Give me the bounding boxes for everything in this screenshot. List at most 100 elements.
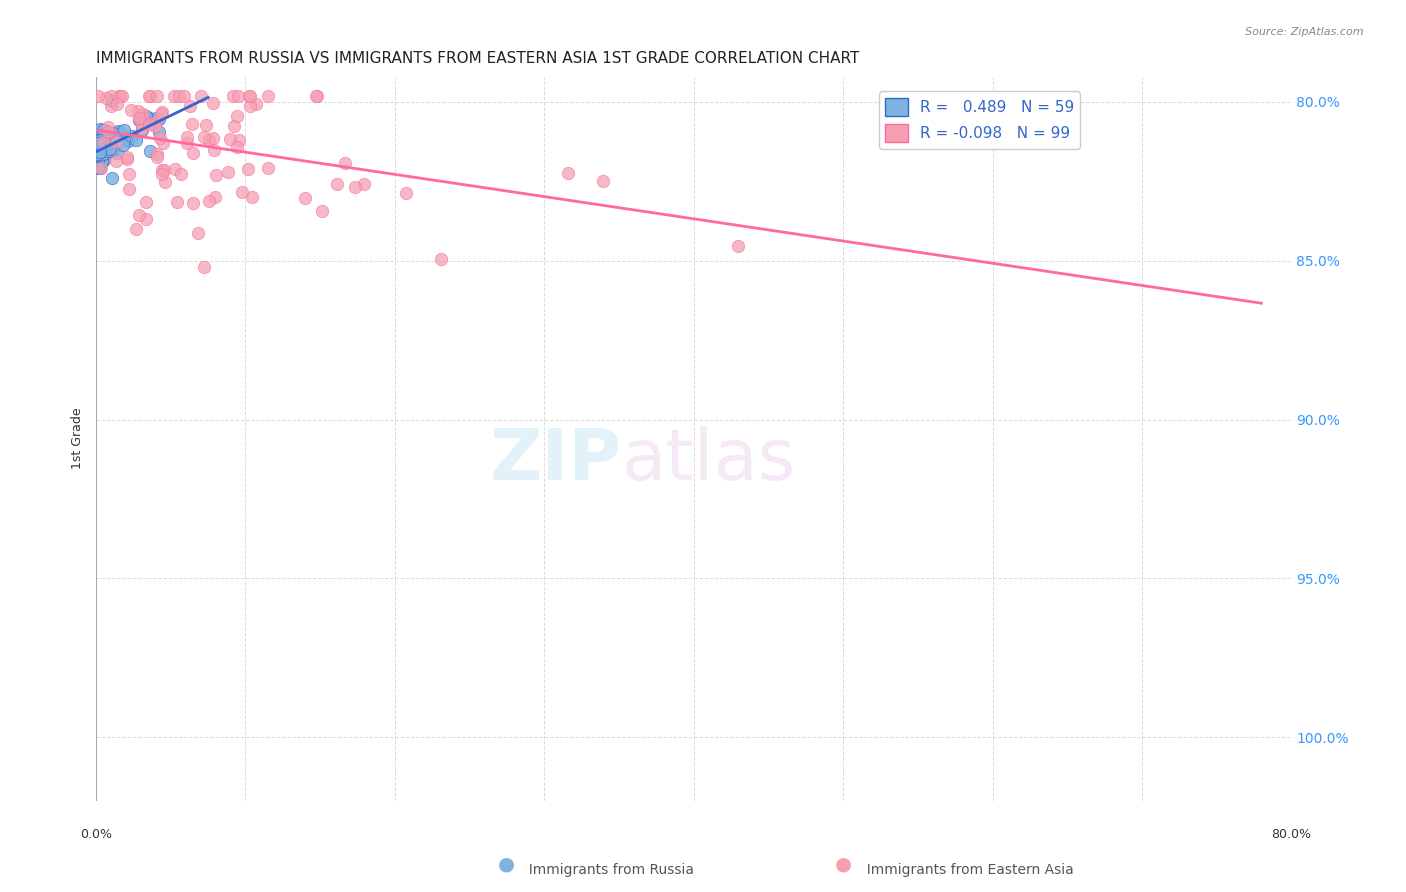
Point	[145, 147, 167, 161]
Point	[257, 88, 280, 103]
Point	[105, 145, 128, 160]
Point	[90, 161, 112, 176]
Point	[138, 112, 160, 126]
Point	[89, 133, 111, 147]
Point	[145, 150, 167, 164]
Point	[127, 103, 149, 118]
Point	[430, 252, 453, 266]
Point	[89, 142, 111, 156]
Point	[325, 177, 347, 191]
Point	[195, 118, 218, 132]
Point	[131, 118, 153, 132]
Point	[93, 135, 115, 149]
Point	[236, 161, 259, 176]
Point	[181, 146, 204, 161]
Point	[86, 136, 108, 151]
Point	[202, 143, 225, 157]
Point	[87, 153, 110, 167]
Point	[129, 115, 152, 129]
Point	[93, 141, 115, 155]
Point	[204, 190, 226, 204]
Y-axis label: 1st Grade: 1st Grade	[72, 408, 84, 469]
Point	[190, 88, 212, 103]
Point	[166, 195, 188, 210]
Point	[96, 124, 118, 138]
Point	[240, 190, 263, 204]
Point	[96, 127, 118, 141]
Point	[152, 136, 174, 151]
Point	[305, 88, 328, 103]
Point	[121, 128, 143, 143]
Point	[163, 88, 186, 103]
Point	[181, 196, 204, 211]
Point	[257, 161, 280, 176]
Point	[173, 88, 195, 103]
Point	[118, 181, 141, 195]
Point	[117, 134, 139, 148]
Point	[131, 122, 153, 136]
Point	[217, 164, 239, 178]
Point	[101, 170, 124, 185]
Point	[353, 178, 375, 192]
Point	[150, 163, 173, 178]
Point	[114, 132, 136, 146]
Point	[202, 131, 225, 145]
Point	[97, 144, 120, 158]
Point	[108, 88, 131, 103]
Text: 0.0%: 0.0%	[80, 829, 112, 841]
Point	[150, 167, 173, 181]
Point	[89, 128, 111, 142]
Point	[97, 125, 120, 139]
Point	[128, 113, 150, 128]
Point	[153, 176, 176, 190]
Point	[226, 88, 249, 103]
Point	[198, 133, 221, 147]
Point	[727, 239, 749, 253]
Point	[87, 88, 110, 103]
Point	[86, 160, 108, 174]
Point	[149, 107, 172, 121]
Point	[153, 162, 176, 177]
Point	[108, 88, 131, 103]
Point	[104, 153, 127, 168]
Point	[149, 130, 172, 145]
Point	[395, 186, 418, 200]
Point	[101, 142, 124, 156]
Point	[125, 132, 148, 146]
Point	[112, 123, 135, 137]
Point	[93, 153, 115, 167]
Point	[138, 88, 160, 103]
Point	[115, 150, 138, 164]
Point	[91, 123, 114, 137]
Point	[135, 109, 157, 123]
Point	[333, 156, 356, 170]
Point	[239, 88, 262, 103]
Point	[91, 143, 114, 157]
Point	[111, 88, 134, 103]
Point	[125, 221, 148, 235]
Point	[105, 97, 128, 112]
Point	[104, 135, 127, 149]
Text: ●: ●	[835, 855, 852, 873]
Point	[146, 88, 169, 103]
Text: ●: ●	[498, 855, 515, 873]
Point	[108, 125, 131, 139]
Point	[557, 166, 579, 180]
Point	[87, 137, 110, 152]
Point	[91, 152, 114, 166]
Point	[90, 137, 112, 152]
Point	[86, 130, 108, 145]
Point	[87, 161, 110, 175]
Point	[97, 120, 120, 134]
Point	[89, 149, 111, 163]
Point	[128, 111, 150, 125]
Point	[193, 260, 215, 275]
Text: Source: ZipAtlas.com: Source: ZipAtlas.com	[1246, 27, 1364, 37]
Point	[86, 156, 108, 170]
Point	[343, 180, 366, 194]
Point	[98, 136, 121, 150]
Point	[225, 109, 247, 123]
Point	[98, 134, 121, 148]
Point	[91, 153, 114, 168]
Point	[198, 194, 221, 209]
